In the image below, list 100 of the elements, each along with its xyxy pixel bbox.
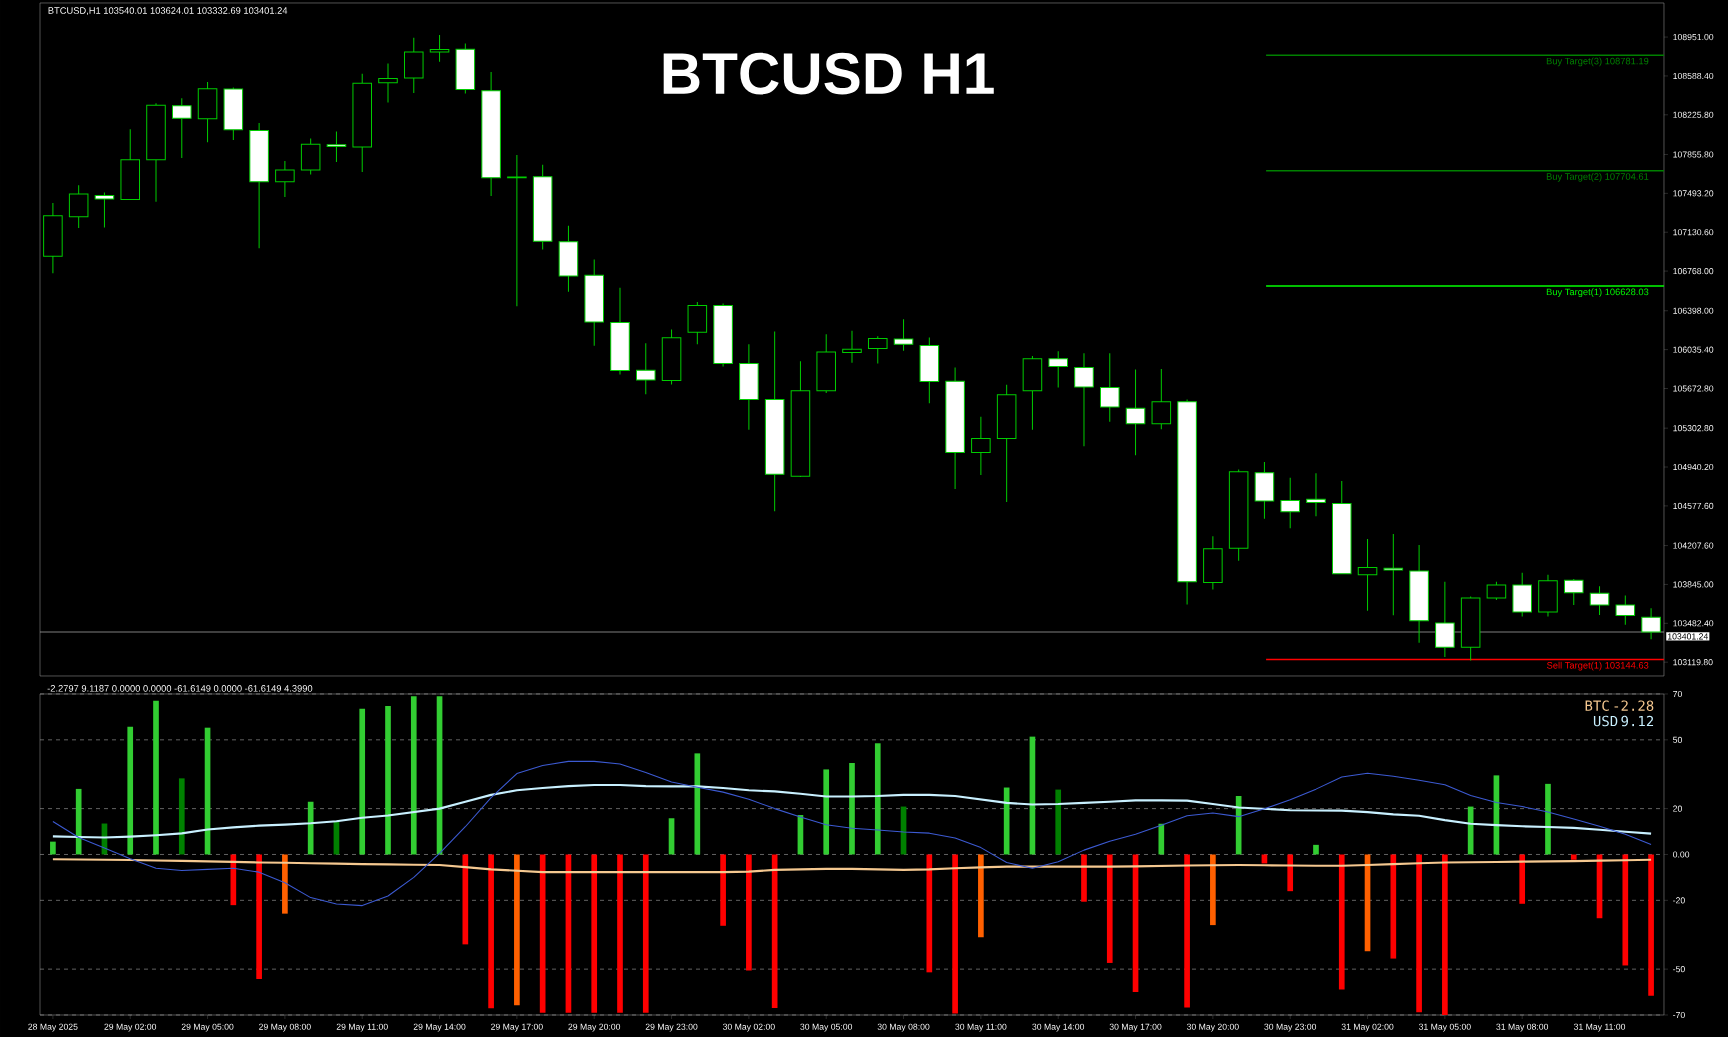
y-tick-label: 0.00 (1673, 851, 1690, 858)
bar (410, 696, 417, 855)
bar (359, 708, 366, 855)
text: BTC (1585, 700, 1609, 711)
bar (1106, 854, 1113, 963)
x-tick-label: 29 May 23:00 (645, 1023, 698, 1032)
bar (1158, 823, 1165, 855)
y-tick-label: 70 (1673, 690, 1682, 698)
x-tick-label: 28 May 2025 (28, 1023, 78, 1032)
candlestick (1435, 581, 1455, 658)
candlestick (764, 331, 785, 512)
annotation: 9.12 (1621, 715, 1654, 727)
candlestick (275, 160, 295, 198)
candlestick (223, 86, 244, 141)
y-tick-label: 106035.40 (1673, 346, 1714, 353)
bar (1210, 854, 1216, 926)
candlestick (378, 62, 398, 103)
chart-subtitle: -2.2797 9.1187 0.0000 0.0000 -61.6149 0.0000 -61.6149 4.3990 (47, 685, 313, 692)
y-tick-label: 104577.60 (1673, 502, 1714, 509)
candlestick (1331, 480, 1352, 575)
x-tick-label: 29 May 20:00 (568, 1023, 621, 1032)
candlestick (1074, 352, 1094, 447)
candlestick (43, 202, 63, 274)
y-tick-label: 103119.80 (1673, 659, 1713, 666)
candlestick (739, 343, 759, 431)
candlestick (507, 154, 527, 307)
candlestick (1048, 350, 1068, 389)
candlestick (429, 34, 450, 63)
candlestick (455, 42, 476, 94)
candlestick (1177, 399, 1197, 605)
candlestick (1409, 544, 1429, 644)
candlestick (481, 71, 501, 197)
y-tick-label: 108225.80 (1673, 111, 1714, 118)
x-tick-label: 30 May 17:00 (1109, 1023, 1162, 1032)
candlestick (816, 333, 836, 394)
y-tick-label: 107493.20 (1673, 190, 1714, 197)
candlestick (713, 303, 733, 368)
candlestick (790, 360, 811, 478)
candlestick (610, 287, 630, 376)
bar (385, 705, 391, 855)
bar (746, 854, 752, 971)
annotation: BTCUSD,H1 103540.01 103624.01 103332.69 103401.24 (48, 7, 288, 15)
candlestick (404, 37, 424, 94)
candlestick (1589, 585, 1610, 616)
bar (1055, 789, 1062, 855)
bar (926, 854, 933, 973)
bar (1287, 854, 1294, 892)
candlestick (1615, 595, 1636, 626)
candlestick (893, 318, 914, 352)
y-tick-label: 107855.80 (1673, 151, 1714, 158)
bar (488, 854, 494, 1009)
bar (1519, 854, 1526, 904)
candlestick (1228, 469, 1249, 562)
bar (978, 854, 984, 938)
candlestick (919, 336, 940, 404)
annotation: -2.28 (1614, 700, 1654, 711)
y-tick-label: 50 (1673, 736, 1682, 743)
bar (1313, 844, 1319, 855)
candlestick (661, 329, 682, 385)
bar (1545, 783, 1551, 855)
y-tick-label: 106398.00 (1673, 307, 1714, 314)
x-tick-label: 30 May 05:00 (800, 1023, 853, 1032)
candlestick (1383, 533, 1404, 616)
y-tick-label: 103482.40 (1673, 620, 1714, 627)
candlestick (1563, 578, 1584, 606)
y-tick-label: 107130.60 (1673, 229, 1714, 236)
candlestick (1280, 477, 1300, 529)
candlestick (687, 301, 708, 345)
bar (514, 854, 520, 1006)
ref-line-label: Buy Target(3) 108781.19 (1546, 57, 1649, 67)
text: USD (1593, 715, 1618, 727)
y-tick-label: 103845.00 (1673, 581, 1714, 588)
candlestick (197, 81, 218, 143)
bar (1442, 854, 1448, 1015)
y-tick-label: 105302.80 (1673, 425, 1714, 432)
x-tick-label: 29 May 02:00 (104, 1023, 157, 1032)
candlestick (1203, 535, 1223, 591)
candlestick (1022, 355, 1043, 431)
candlestick (1538, 574, 1558, 617)
candlestick (1306, 472, 1326, 517)
x-tick-label: 30 May 14:00 (1032, 1023, 1085, 1032)
ref-line-label: 103401.24 (1667, 633, 1709, 640)
bar (1622, 854, 1629, 966)
candlestick (867, 335, 888, 364)
bar (178, 778, 185, 855)
x-tick-label: 29 May 14:00 (413, 1023, 466, 1032)
x-tick-label: 29 May 17:00 (491, 1023, 543, 1032)
candlestick (352, 73, 372, 173)
candlestick (1151, 368, 1172, 430)
bar (127, 726, 134, 855)
x-tick-label: 31 May 08:00 (1496, 1023, 1549, 1032)
x-tick-label: 31 May 05:00 (1418, 1023, 1471, 1032)
bar (1081, 854, 1087, 902)
candlestick (1460, 596, 1481, 662)
candlestick (558, 225, 579, 293)
candlestick (1099, 352, 1120, 423)
ref-line-label: Buy Target(1) 106628.03 (1546, 288, 1649, 298)
candlestick (945, 366, 965, 490)
y-tick-label: 108951.00 (1673, 34, 1714, 41)
candlestick (249, 122, 269, 249)
